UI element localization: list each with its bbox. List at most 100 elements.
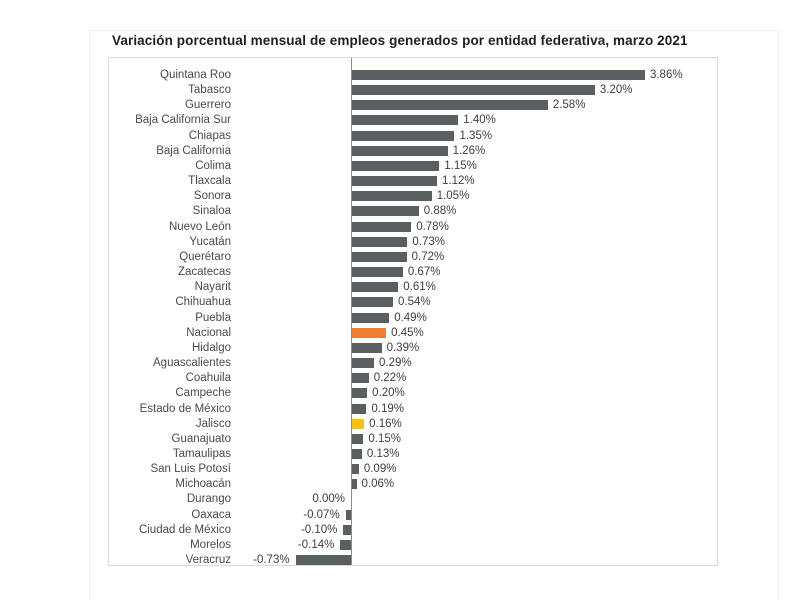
value-label: -0.14% [297,538,335,551]
value-label: 1.12% [442,175,475,188]
value-label: 1.26% [452,144,486,157]
bar [352,373,369,384]
value-label: 0.16% [369,417,402,430]
value-label: 0.13% [366,448,400,460]
bar [340,539,351,550]
bar [352,464,359,475]
value-label: 0.67% [407,266,441,279]
bar [352,251,407,262]
bar [345,509,351,520]
value-label: -0.10% [300,523,338,536]
bar [343,524,351,535]
category-label: Tabasco [188,84,231,97]
value-label: 0.49% [394,311,427,324]
value-label: 0.88% [423,205,457,218]
value-label: 0.61% [403,281,436,294]
category-label: Hidalgo [192,341,231,354]
bar [352,449,362,459]
value-label: 0.09% [363,463,397,476]
category-label: Baja California [156,144,231,157]
bar [352,160,440,171]
bar [352,85,595,96]
bar [352,282,399,293]
value-label: 0.72% [411,250,445,263]
category-label: Morelos [190,538,231,551]
bar [352,267,403,278]
category-label: Tamaulipas [172,448,231,460]
category-label: Guanajuato [171,432,231,445]
bar [352,358,374,369]
value-label: 0.06% [361,478,395,491]
category-label: Zacatecas [177,266,231,279]
category-label: Durango [186,493,231,506]
category-label: Campeche [175,387,231,400]
bar [352,115,459,126]
value-label: 0.73% [412,235,446,248]
category-label: Aguascalientes [153,357,231,370]
value-label: 0.00% [312,493,345,506]
category-label: San Luis Potosí [150,463,231,476]
value-label: -0.07% [303,508,340,521]
value-label: 0.39% [386,341,420,354]
bar [352,236,408,247]
value-label: 0.45% [391,326,424,339]
bar [352,388,368,399]
category-label: Jalisco [195,417,231,430]
value-label: 0.20% [372,387,405,400]
value-label: 0.19% [371,402,405,415]
value-label: 0.15% [368,432,401,445]
bar [352,130,455,141]
category-label: Colima [195,159,231,172]
category-label: Sinaloa [192,205,231,218]
bar [352,479,357,490]
category-label: Sonora [193,190,231,203]
category-label: Nuevo León [168,220,231,233]
bar [352,145,448,156]
category-label: Nayarit [194,281,231,294]
category-label: Yucatán [189,235,231,248]
value-label: -0.73% [253,554,290,567]
bar [352,418,365,429]
category-label: Chihuahua [175,296,231,309]
category-label: Nacional [186,326,231,339]
value-label: 1.15% [444,159,477,172]
value-label: 0.78% [416,220,449,233]
category-label: Puebla [195,311,231,324]
category-label: Guerrero [184,99,231,112]
bar [295,555,351,566]
bar [352,312,390,323]
bar [352,191,432,202]
zero-axis-line [351,58,352,565]
value-label: 2.58% [552,99,586,112]
value-label: 0.54% [397,296,431,309]
bar [352,342,382,353]
value-label: 1.35% [459,129,493,142]
category-label: Chiapas [188,129,231,142]
category-label: Oaxaca [191,508,231,521]
category-label: Estado de México [139,402,231,415]
category-label: Coahuila [185,372,231,385]
category-label: Tlaxcala [188,175,231,188]
chart-title: Variación porcentual mensual de empleos … [112,33,688,48]
bar [352,100,548,111]
bar [352,297,393,308]
bar [352,403,367,414]
category-label: Ciudad de México [138,523,231,536]
bar [352,221,412,232]
category-label: Michoacán [175,478,231,491]
bar [352,206,419,217]
category-label: Veracruz [185,554,231,567]
bar [352,70,645,80]
category-label: Quintana Roo [160,69,231,81]
value-label: 3.86% [649,69,683,81]
value-label: 1.05% [436,190,470,203]
value-label: 1.40% [463,114,496,127]
value-label: 3.20% [599,84,633,97]
bar [352,327,387,338]
value-label: 0.22% [373,372,407,385]
bar [352,433,364,444]
bar [352,176,437,187]
plot-area: Quintana Roo 3.86% Tabasco 3.20% Guerrero 2.5… [108,57,718,566]
category-label: Baja California Sur [135,114,231,127]
